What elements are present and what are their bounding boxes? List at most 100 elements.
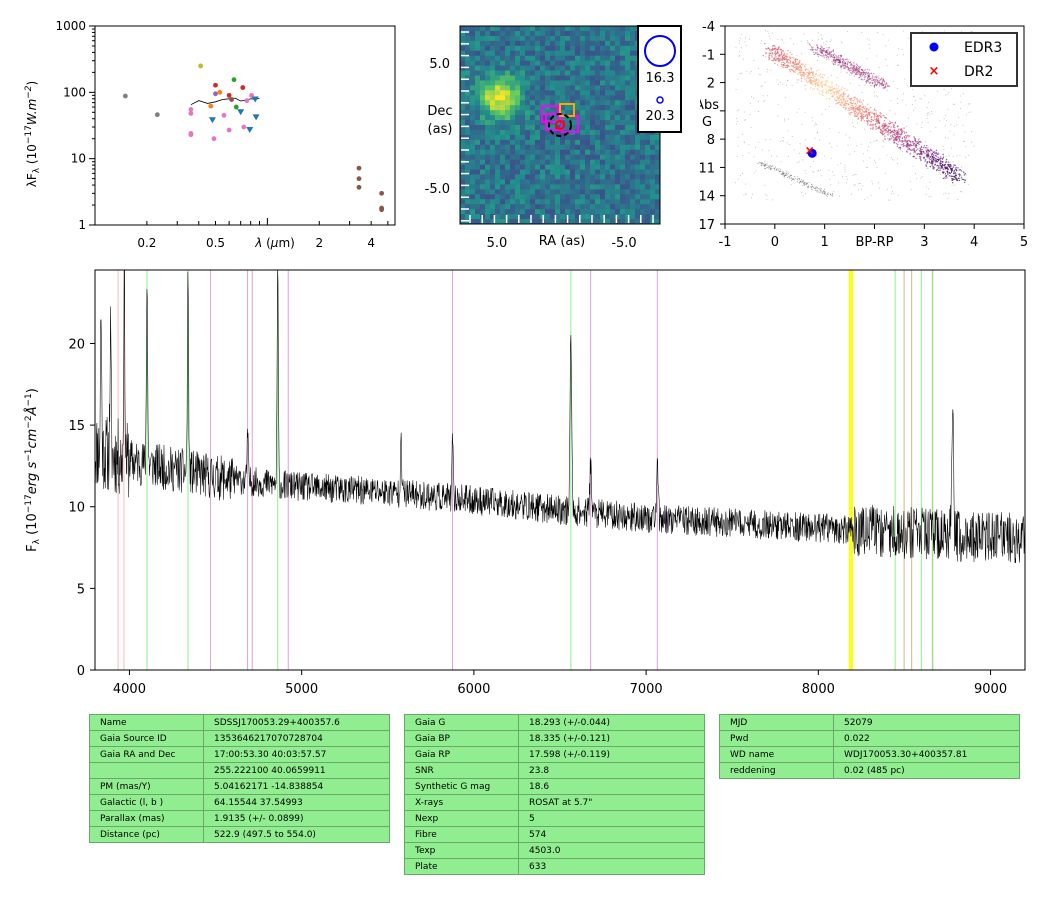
hr-xtick-label: 4 xyxy=(970,235,978,250)
sed-ytick-label: 100 xyxy=(63,85,86,99)
hr-ytick-label: 8 xyxy=(707,133,715,148)
table-row: X-rays ROSAT at 5.7" xyxy=(404,794,705,811)
table-value: WDJ170053.30+400357.81 xyxy=(833,746,1020,763)
sed-point xyxy=(356,184,362,190)
sed-point xyxy=(251,96,259,103)
sed-xtick-label: 0.5 xyxy=(206,236,225,250)
sed-point xyxy=(221,112,227,118)
table-row: Gaia BP 18.335 (+/-0.121) xyxy=(404,730,705,747)
sed-point xyxy=(237,109,245,116)
sed-point xyxy=(188,107,194,112)
sed-point xyxy=(198,63,204,69)
hr-ylabel: AbsG xyxy=(700,98,719,130)
sed-ytick-label: 1 xyxy=(78,218,86,232)
table-row: Name SDSSJ170053.29+400357.6 xyxy=(89,714,390,731)
table-row: Gaia RP 17.598 (+/-0.119) xyxy=(404,746,705,763)
hr-ytick-label: -4 xyxy=(702,20,715,35)
sed-point xyxy=(188,111,194,116)
hr-ytick-label: 2 xyxy=(707,77,715,92)
hr-cloud xyxy=(734,30,975,201)
table-key: Gaia RP xyxy=(404,746,519,763)
sed-point xyxy=(233,104,239,110)
table-row: Texp 4503.0 xyxy=(404,842,705,859)
table-row: Galactic (l, b ) 64.15544 37.54993 xyxy=(89,794,390,811)
sed-xtick-label: 4 xyxy=(367,236,375,250)
hr-xtick-label: 1 xyxy=(821,235,829,250)
source-markers xyxy=(541,103,579,137)
image-panel: 16.3 20.3 5.0 -5.0 Dec (as) 5.0 RA (as) -… xyxy=(425,25,682,251)
table-value: 0.022 xyxy=(833,730,1020,747)
hr-ytick-label: -1 xyxy=(702,48,715,63)
sed-point xyxy=(356,176,362,182)
mag-legend: 16.3 20.3 xyxy=(637,25,682,133)
table-key xyxy=(89,762,204,779)
sed-plot-frame xyxy=(94,25,396,226)
table-row: SNR 23.8 xyxy=(404,762,705,779)
sed-spectrum-line xyxy=(190,97,260,106)
table-value: 18.335 (+/-0.121) xyxy=(518,730,705,747)
sed-point xyxy=(217,89,223,95)
sed-point xyxy=(226,92,232,98)
table-key: SNR xyxy=(404,762,519,779)
info-table-photometry: Gaia G 18.293 (+/-0.044) Gaia BP 18.335 (+/… xyxy=(404,714,705,875)
legend-small-circle xyxy=(656,96,664,104)
table-key: Plate xyxy=(404,858,519,875)
target-circle xyxy=(548,113,572,137)
table-row: 255.222100 40.0659911 xyxy=(89,762,390,779)
sed-point xyxy=(240,85,246,90)
spectrum-xtick-label: 5000 xyxy=(285,682,318,697)
sed-point xyxy=(231,77,237,83)
table-value: 4503.0 xyxy=(518,842,705,859)
table-row: MJD 52079 xyxy=(719,714,1020,731)
cut-xtick-2: -5.0 xyxy=(611,236,636,251)
table-key: Gaia Source ID xyxy=(89,730,204,747)
legend-edr3-marker xyxy=(929,42,939,52)
sed-panel: 1 10 100 1000 0.2 0.5 2 4 λFλ (10−17W.m−2) λ (μ… xyxy=(24,19,396,250)
info-table-observation: MJD 52079 Pwd 0.022 WD name WDJ170053.30+4003… xyxy=(719,714,1020,779)
table-value: 17:00:53.30 40:03:57.57 xyxy=(203,746,390,763)
hr-legend: EDR3 × DR2 xyxy=(910,32,1018,87)
table-value: 5.04162171 -14.838854 xyxy=(203,778,390,795)
table-row: Synthetic G mag 18.6 xyxy=(404,778,705,795)
spectrum-xtick-label: 8000 xyxy=(802,682,835,697)
table-key: Gaia G xyxy=(404,714,519,731)
table-row: Gaia RA and Dec 17:00:53.30 40:03:57.57 xyxy=(89,746,390,763)
hr-xtick-label: BP-RP xyxy=(855,235,893,250)
spectrum-line xyxy=(94,269,1026,564)
sed-point xyxy=(208,117,216,124)
table-value: ROSAT at 5.7" xyxy=(518,794,705,811)
table-key: Name xyxy=(89,714,204,731)
table-key: X-rays xyxy=(404,794,519,811)
table-value: 64.15544 37.54993 xyxy=(203,794,390,811)
spectrum-ytick-label: 15 xyxy=(68,419,85,434)
spectrum-ytick-label: 5 xyxy=(77,582,85,597)
table-key: Nexp xyxy=(404,810,519,827)
spectrum-ytick-label: 10 xyxy=(68,501,85,516)
table-row: Pwd 0.022 xyxy=(719,730,1020,747)
hr-xtick-label: 5 xyxy=(1020,235,1028,250)
sed-point xyxy=(241,124,247,130)
hr-ytick-label: 11 xyxy=(700,161,715,176)
spectrum-xtick-label: 9000 xyxy=(974,682,1007,697)
table-value: 18.6 xyxy=(518,778,705,795)
sed-point xyxy=(122,93,128,99)
spectrum-ytick-label: 20 xyxy=(68,337,85,352)
cut-ylabel: Dec (as) xyxy=(427,104,452,137)
table-value: 255.222100 40.0659911 xyxy=(203,762,390,779)
table-row: Gaia G 18.293 (+/-0.044) xyxy=(404,714,705,731)
hr-ytick-label: 14 xyxy=(700,190,715,205)
table-row: Parallax (mas) 1.9135 (+/- 0.0899) xyxy=(89,810,390,827)
legend-mag-2: 20.3 xyxy=(646,109,675,124)
table-row: Fibre 574 xyxy=(404,826,705,843)
sed-ticks: 1 10 100 1000 0.2 0.5 2 4 xyxy=(55,19,389,250)
spectrum-ticks: 4000 5000 6000 7000 8000 9000 0 5 10 15 20 xyxy=(68,337,1007,697)
table-value: 1.9135 (+/- 0.0899) xyxy=(203,810,390,827)
sed-point xyxy=(379,190,385,196)
spectrum-xtick-label: 6000 xyxy=(457,682,490,697)
legend-edr3-label: EDR3 xyxy=(964,40,1002,56)
sed-point xyxy=(379,207,385,213)
sed-point xyxy=(226,127,232,133)
table-value: 5 xyxy=(518,810,705,827)
table-value: 23.8 xyxy=(518,762,705,779)
sed-point xyxy=(188,132,194,138)
